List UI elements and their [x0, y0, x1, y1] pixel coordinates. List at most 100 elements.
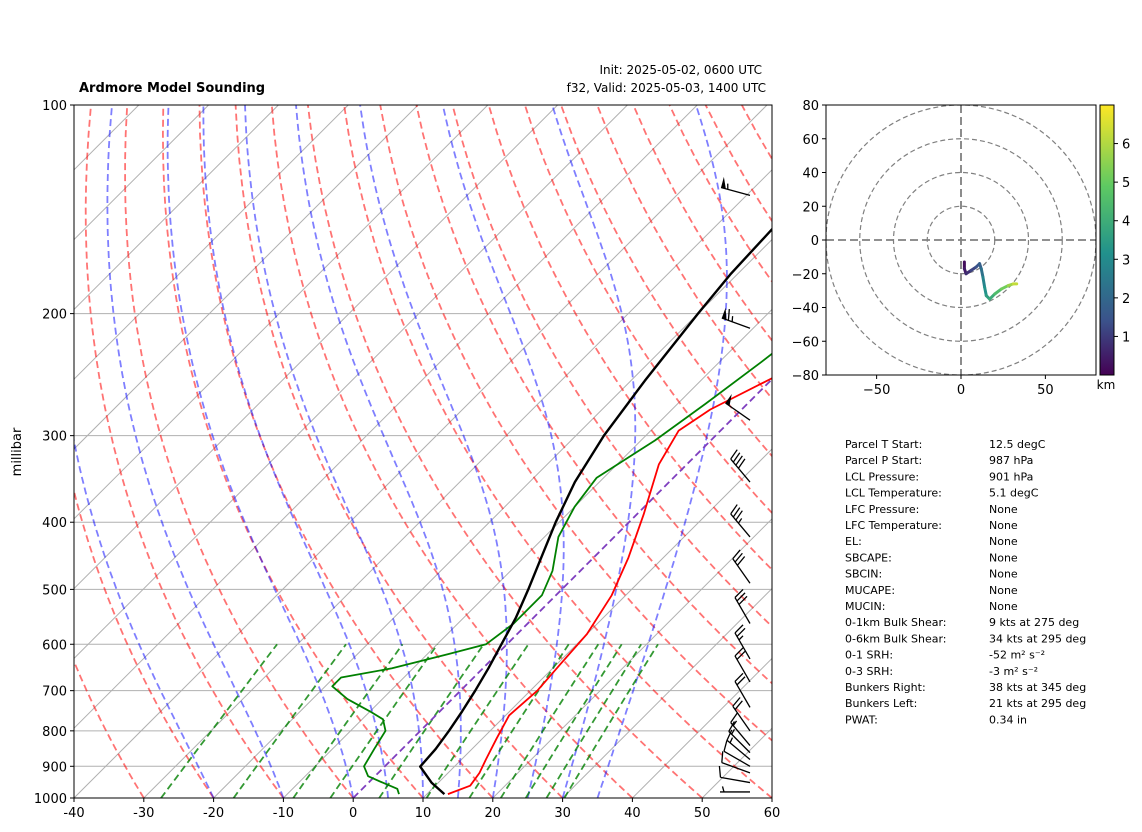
wind-barb	[725, 393, 751, 421]
dry-adiabat	[234, 105, 564, 798]
isotherm-line	[492, 518, 772, 798]
isotherm-line	[771, 797, 772, 798]
wind-barb	[734, 588, 751, 624]
height-colorbar: 1 2 3 4 5 6 km	[1097, 104, 1130, 392]
hodograph-y-tick-label: 20	[802, 200, 819, 215]
hodograph-segment	[981, 275, 987, 289]
valid-time: f32, Valid: 2025-05-03, 1400 UTC	[567, 81, 766, 95]
dry-adiabat	[704, 105, 772, 223]
mixing-ratio-line	[525, 643, 623, 798]
index-label: MUCAPE:	[845, 584, 895, 597]
dry-adiabat	[850, 105, 1142, 798]
isotherm-line	[283, 308, 772, 798]
moist-adiabat	[202, 105, 389, 798]
index-row: Bunkers Right: 38 kts at 345 deg	[845, 681, 1086, 694]
dry-adiabat	[74, 658, 145, 798]
moist-adiabat	[74, 436, 215, 798]
index-row: EL: None	[845, 535, 1018, 548]
colorbar-label: km	[1097, 378, 1116, 392]
mixing-ratio-line	[378, 643, 485, 798]
moist-adiabat	[166, 105, 355, 798]
skewt-profiles	[331, 227, 772, 795]
index-row: LCL Pressure: 901 hPa	[845, 470, 1033, 483]
y-tick-label: 400	[42, 516, 67, 531]
chart-title: Ardmore Model Sounding	[79, 81, 265, 96]
isotherm-line	[74, 105, 279, 311]
dry-adiabat	[668, 105, 772, 284]
x-tick-label: 60	[764, 806, 781, 821]
mixing-ratio-line	[563, 643, 659, 798]
index-value: None	[989, 568, 1018, 581]
wind-barb	[730, 504, 751, 538]
index-value: 0.34 in	[989, 713, 1027, 726]
index-label: PWAT:	[845, 713, 878, 726]
index-row: Parcel T Start: 12.5 degC	[845, 438, 1046, 451]
y-tick-label: 200	[42, 308, 67, 323]
hodograph-rings	[826, 105, 1096, 375]
sounding-indices-table: Parcel T Start: 12.5 degC Parcel P Start: 9…	[845, 438, 1086, 726]
y-tick-label: 600	[42, 638, 67, 653]
dry-adiabat	[596, 105, 772, 400]
index-value: None	[989, 584, 1018, 597]
x-tick-label: 50	[694, 806, 711, 821]
index-row: MUCAPE: None	[845, 584, 1018, 597]
index-label: 0-3 SRH:	[845, 665, 893, 678]
wind-barb	[730, 712, 751, 746]
isotherm-line	[74, 105, 419, 450]
x-tick-label: -40	[63, 806, 84, 821]
hodograph-x-tick-label: 0	[957, 383, 965, 398]
wind-barb	[721, 307, 751, 329]
dry-adiabat	[560, 105, 772, 458]
isotherm-line	[74, 105, 628, 660]
hodograph-y-tick-label: 40	[802, 167, 819, 182]
dry-adiabat	[270, 105, 634, 798]
index-label: LFC Pressure:	[845, 503, 919, 516]
index-label: 0-1km Bulk Shear:	[845, 616, 947, 629]
hodograph-y-tick-label: −20	[792, 268, 819, 283]
isotherm-line	[74, 105, 349, 380]
mixing-ratio-line	[545, 643, 642, 798]
index-label: SBCIN:	[845, 568, 882, 581]
index-row: LFC Pressure: None	[845, 503, 1018, 516]
y-tick-label: 1000	[34, 792, 67, 807]
wind-barb	[720, 786, 750, 793]
index-value: -3 m² s⁻²	[989, 665, 1038, 678]
hodograph-trace	[962, 260, 1019, 301]
isotherm-line	[74, 105, 698, 729]
moist-adiabat	[441, 105, 565, 798]
index-label: Bunkers Right:	[845, 681, 926, 694]
wind-barb	[720, 176, 751, 196]
mixing-ratio-line	[292, 643, 404, 798]
index-row: Bunkers Left: 21 kts at 295 deg	[845, 697, 1086, 710]
index-value: None	[989, 503, 1018, 516]
index-value: 34 kts at 295 deg	[989, 632, 1086, 645]
index-value: None	[989, 600, 1018, 613]
hodograph-plot: −50 0 50 −80 −60 −40 −20 0 20 40 60 80	[792, 99, 1097, 398]
y-axis-label: millibar	[10, 427, 25, 476]
x-tick-label: 40	[624, 806, 641, 821]
wind-barb	[728, 721, 751, 754]
index-row: SBCAPE: None	[845, 551, 1018, 564]
index-row: LFC Temperature: None	[845, 519, 1018, 532]
x-tick-label: 0	[349, 806, 357, 821]
colorbar-ticks: 1 2 3 4 5 6	[1114, 138, 1130, 345]
moist-adiabat	[596, 105, 728, 798]
index-label: Parcel T Start:	[845, 438, 922, 451]
x-tick-label: -10	[273, 806, 294, 821]
index-label: MUCIN:	[845, 600, 885, 613]
mixing-ratio-line	[468, 643, 570, 798]
index-label: EL:	[845, 535, 862, 548]
index-value: 987 hPa	[989, 454, 1033, 467]
index-label: Parcel P Start:	[845, 454, 922, 467]
dry-adiabat	[84, 105, 285, 798]
dry-adiabat	[124, 105, 354, 798]
isotherm-line	[74, 105, 489, 520]
hodograph-axis-ticks: −50 0 50 −80 −60 −40 −20 0 20 40 60 80	[792, 99, 1054, 398]
hodograph-ring	[859, 138, 1063, 342]
x-tick-label: 30	[554, 806, 571, 821]
init-time: Init: 2025-05-02, 0600 UTC	[599, 63, 762, 77]
index-value: None	[989, 551, 1018, 564]
wind-barb	[730, 449, 751, 483]
index-row: SBCIN: None	[845, 568, 1018, 581]
